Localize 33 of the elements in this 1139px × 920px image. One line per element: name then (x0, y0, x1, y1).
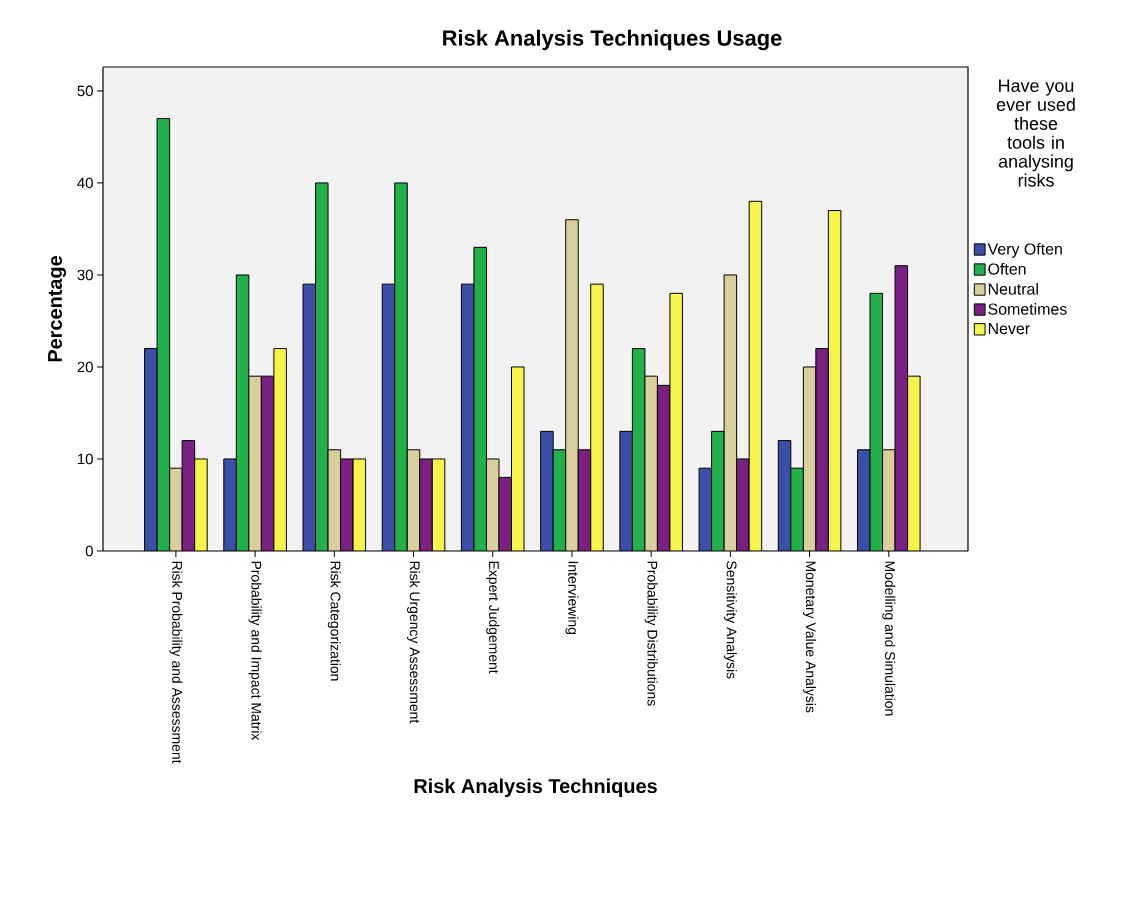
legend-label: Neutral (988, 283, 1038, 295)
bar (223, 458, 237, 551)
x-tick-label: Risk Urgency Assessment (407, 561, 421, 724)
bar (790, 468, 804, 551)
bar (194, 458, 208, 551)
y-tick-label: 0 (85, 545, 93, 557)
legend-label: Never (988, 323, 1030, 335)
x-tick-label: Monetary Value Analysis (803, 561, 817, 713)
y-tick-label: 20 (77, 361, 93, 373)
legend-title: Have you ever used these tools in analysing risks (996, 79, 1075, 187)
bar (590, 284, 604, 551)
x-tick-label: Probability and Impact Matrix (248, 561, 262, 741)
y-axis-title: Percentage (48, 255, 67, 362)
y-tick-label: 10 (78, 453, 93, 465)
chart-title: Risk Analysis Techniques Usage (443, 29, 782, 51)
bar (815, 348, 829, 551)
legend-label: Sometimes (988, 303, 1067, 315)
x-tick-label: Risk Categorization (327, 561, 341, 681)
x-tick-label: Expert Judgement (486, 561, 500, 674)
x-tick-label: Probability Distributions (644, 561, 658, 706)
y-tick-label: 30 (77, 269, 93, 281)
x-axis-title: Risk Analysis Techniques (414, 778, 657, 798)
legend-label: Very Often (987, 242, 1062, 258)
x-tick-label: Risk Probability and Assessment (169, 561, 183, 764)
x-tick-label: Sensitivity Analysis (723, 561, 737, 679)
bar (394, 182, 408, 551)
y-tick-label: 50 (77, 85, 93, 97)
x-tick-label: Interviewing (565, 561, 579, 635)
x-tick-label: Modelling and Simulation (882, 561, 896, 716)
y-tick-label: 40 (77, 177, 93, 189)
bar (540, 431, 554, 551)
bar (419, 458, 433, 551)
legend-label: Often (988, 263, 1026, 275)
